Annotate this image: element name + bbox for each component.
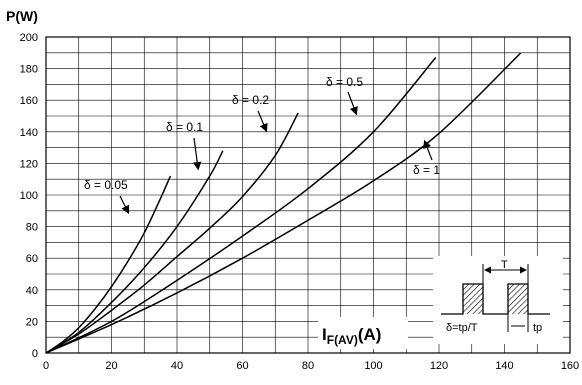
pulse-width-label: tp [533, 322, 542, 334]
x-tick-label: 60 [236, 360, 248, 372]
x-tick-label: 100 [364, 360, 382, 372]
annotation-delta-05: δ = 0.5 [326, 75, 363, 89]
y-axis-label: P(W) [6, 8, 38, 24]
x-tick-label: 40 [171, 360, 183, 372]
tick-labels: 0 20 40 60 80 100 120 140 160 0 20 40 60 80 100 120 140 1… [20, 32, 580, 372]
annotation-arrow-delta-05 [347, 91, 358, 116]
x-axis-label-unit: (A) [358, 325, 382, 344]
series-line-4 [45, 52, 522, 354]
y-tick-label: 180 [20, 64, 38, 76]
y-tick-label: 20 [26, 316, 38, 328]
x-tick-label: 160 [561, 360, 579, 372]
x-tick-label: 120 [430, 360, 448, 372]
x-axis-label-main: I [322, 325, 327, 344]
series-line-1 [45, 150, 224, 354]
pulse-1-hatch [463, 284, 483, 314]
pulse-2-hatch [508, 284, 528, 314]
y-tick-label: 100 [20, 190, 38, 202]
annotation-arrow-delta-005 [119, 195, 130, 215]
x-tick-label: 140 [495, 360, 513, 372]
y-tick-label: 120 [20, 158, 38, 170]
series-line-0 [45, 175, 172, 354]
plot-frame [45, 36, 571, 354]
x-tick-label: 80 [302, 360, 314, 372]
x-axis-label: IF(AV)(A) [322, 325, 381, 347]
x-tick-label: 20 [105, 360, 117, 372]
pulse-waveform [441, 283, 550, 315]
pulse-inset: T δ=tp/T tp [433, 256, 563, 344]
annotation-delta-02: δ = 0.2 [232, 93, 269, 107]
annotation-delta-01: δ = 0.1 [166, 120, 203, 134]
annotation-arrow-delta-02 [257, 110, 268, 133]
series-line-3 [45, 57, 437, 354]
annotation-arrow-delta-1 [423, 139, 433, 161]
y-tick-label: 40 [26, 285, 38, 297]
annotation-arrow-delta-01 [193, 137, 202, 171]
x-axis-label-group: IF(AV)(A) [318, 317, 408, 349]
y-tick-label: 60 [26, 253, 38, 265]
series-annotations: δ = 0.05 δ = 0.1 δ = 0.2 δ = 0.5 δ = 1 [84, 75, 440, 215]
x-axis-label-sub: F(AV) [327, 333, 358, 347]
series-lines [45, 52, 522, 354]
y-tick-label: 80 [26, 222, 38, 234]
annotation-delta-005: δ = 0.05 [84, 178, 128, 192]
annotation-delta-1: δ = 1 [413, 163, 440, 177]
chart-axes [45, 36, 571, 354]
y-tick-label: 200 [20, 32, 38, 44]
y-tick-label: 0 [32, 348, 38, 360]
y-tick-label: 140 [20, 127, 38, 139]
x-axis-label-bg [318, 317, 408, 349]
y-tick-label: 160 [20, 95, 38, 107]
series-line-2 [45, 112, 299, 354]
x-tick-label: 0 [43, 360, 49, 372]
period-label: T [501, 259, 508, 271]
duty-cycle-label: δ=tp/T [446, 322, 478, 334]
